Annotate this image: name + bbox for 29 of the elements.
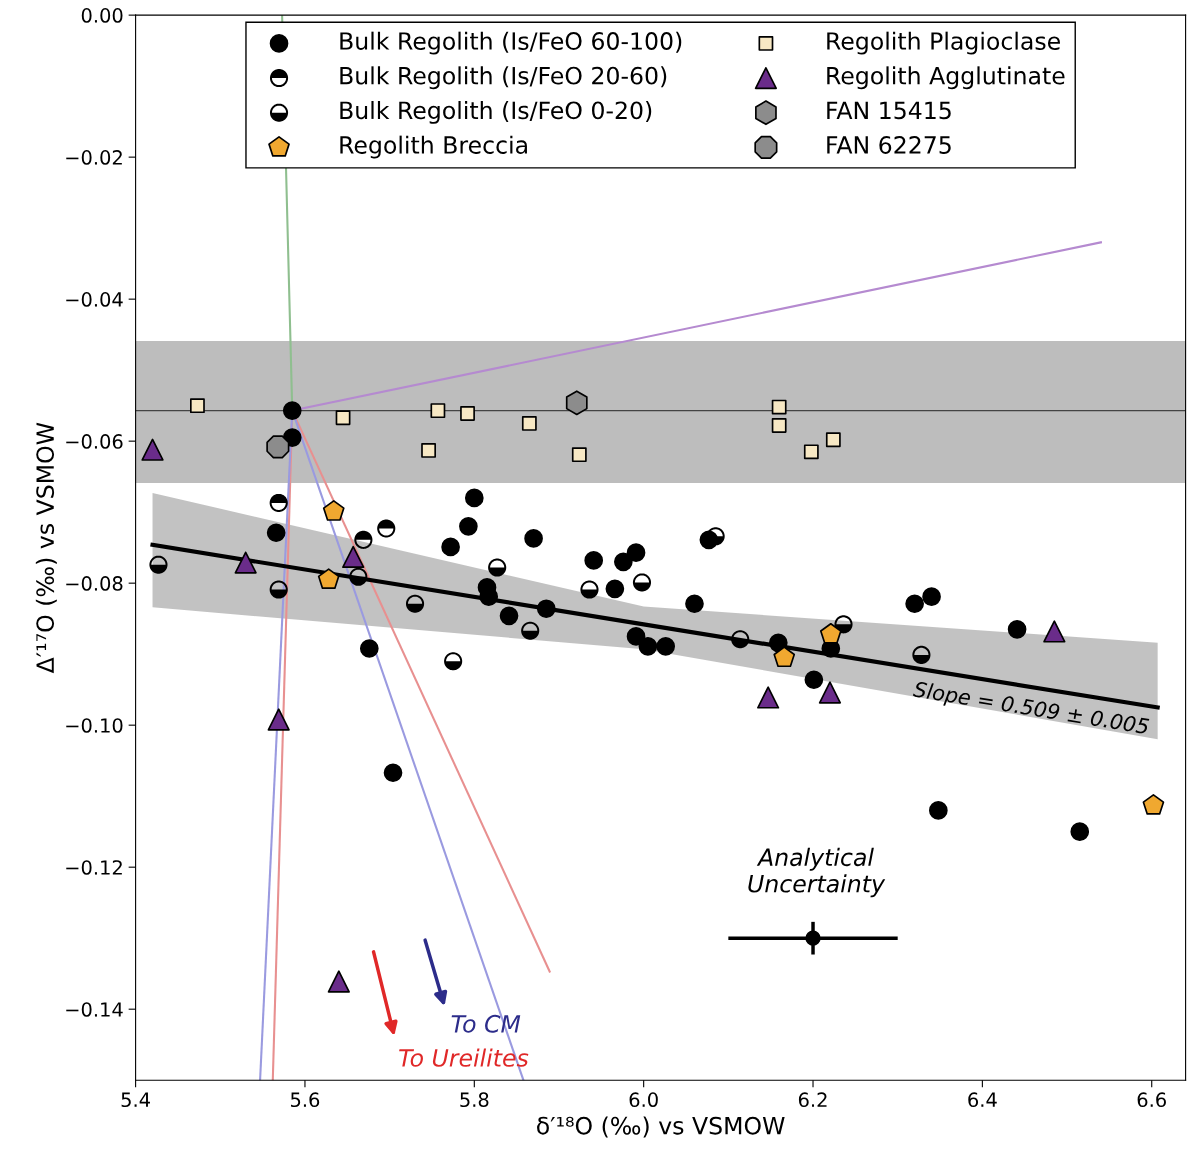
- x-tick-label: 6.0: [629, 1092, 658, 1108]
- y-tick-label: −0.04: [66, 292, 123, 307]
- x-tick-label: 5.4: [121, 1092, 150, 1108]
- x-tick-label: 6.4: [968, 1092, 997, 1108]
- legend-label: FAN 62275: [827, 136, 951, 154]
- legend-label: Regolith Breccia: [340, 135, 527, 159]
- y-tick-label: 0.00: [81, 8, 123, 23]
- y-tick-label: −0.14: [66, 1002, 123, 1017]
- y-tick-label: −0.08: [66, 576, 123, 591]
- x-tick-label: 6.2: [798, 1092, 827, 1108]
- annotation: Slope = 0.509 ± 0.005: [912, 680, 1150, 739]
- annotation: To CM: [451, 1014, 521, 1033]
- legend-label: FAN 15415: [827, 101, 951, 120]
- annotation: Analytical Uncertainty: [748, 847, 886, 898]
- annotation: To Ureilites: [399, 1048, 529, 1067]
- x-tick-label: 6.6: [1137, 1092, 1166, 1108]
- y-tick-label: −0.06: [66, 434, 123, 449]
- legend-label: Bulk Regolith (Is/FeO 20-60): [340, 66, 667, 90]
- legend-label: Bulk Regolith (Is/FeO 60-100): [340, 31, 682, 55]
- x-tick-label: 5.8: [460, 1092, 489, 1108]
- x-tick-label: 5.6: [290, 1092, 320, 1108]
- y-tick-label: −0.10: [66, 718, 123, 733]
- y-tick-label: −0.12: [66, 860, 122, 875]
- y-axis-title: Δ′¹⁷O (‰) vs VSMOW: [35, 422, 57, 674]
- legend-label: Bulk Regolith (Is/FeO 0-20): [340, 100, 652, 124]
- x-axis-title: δ′¹⁸O (‰) vs VSMOW: [537, 1116, 785, 1138]
- legend-label: Regolith Agglutinate: [827, 66, 1065, 90]
- legend-label: Regolith Plagioclase: [827, 31, 1060, 55]
- y-tick-label: −0.02: [66, 150, 122, 165]
